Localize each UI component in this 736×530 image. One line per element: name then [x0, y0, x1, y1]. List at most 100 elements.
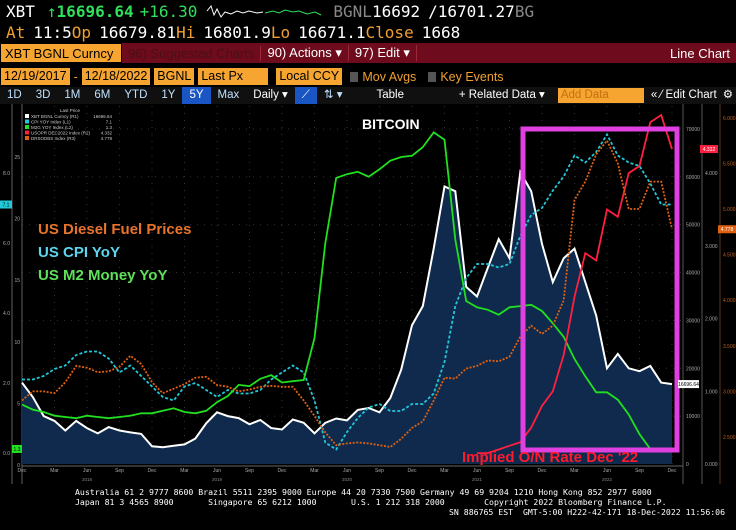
- legend-label: M2G YOY Index (L2): [31, 125, 73, 130]
- annotation-diesel: US Diesel Fuel Prices: [38, 221, 191, 238]
- bar-chart-icon[interactable]: ⇅ ▾: [323, 89, 343, 101]
- frequency-select[interactable]: Daily ▾: [253, 89, 288, 101]
- annotation-rate: Implied O/N Rate Dec '22: [462, 449, 638, 466]
- currency-select[interactable]: Local CCY: [276, 68, 343, 85]
- edit-menu[interactable]: 97) Edit ▾: [349, 45, 417, 61]
- r1-tick-label: 60000: [686, 175, 700, 181]
- annotation-bitcoin: BITCOIN: [362, 116, 420, 132]
- period-1y[interactable]: 1Y: [161, 89, 176, 101]
- r2-last-tag-bg: [700, 145, 718, 154]
- security-field[interactable]: XBT BGNL Curncy: [0, 43, 122, 63]
- suggested-charts-button[interactable]: 96) Suggested Charts: [122, 45, 262, 61]
- footer-contacts-1: Australia 61 2 9777 8600 Brazil 5511 239…: [75, 487, 652, 497]
- r3-tick-label: 5.500: [723, 161, 736, 167]
- field-select[interactable]: Last Px: [198, 68, 269, 85]
- x-tick-label: Jun: [213, 468, 221, 474]
- date-separator: -: [73, 69, 78, 84]
- legend-swatch: [25, 114, 29, 118]
- annotation-cpi: US CPI YoY: [38, 244, 120, 261]
- r1-tick-label: 40000: [686, 271, 700, 277]
- series-line-us-diesel: [21, 138, 673, 448]
- l1-last-tag: 7.1: [3, 203, 10, 209]
- start-date-field[interactable]: 12/19/2017: [1, 68, 70, 85]
- close-label: Close: [365, 23, 414, 42]
- table-button[interactable]: Table: [376, 89, 404, 101]
- x-year-label: 2022: [602, 477, 613, 482]
- gear-icon[interactable]: ⚙: [722, 89, 733, 101]
- legend-title: Last Price: [60, 108, 81, 113]
- mov-avgs-checkbox[interactable]: [350, 71, 359, 82]
- period-1d[interactable]: 1D: [7, 89, 22, 101]
- period-ytd[interactable]: YTD: [124, 89, 148, 101]
- l1-tick-label: 0.0: [3, 451, 10, 457]
- bid: 16692: [371, 2, 421, 21]
- r2-tick-label: 2.000: [705, 317, 718, 323]
- line-chart-icon[interactable]: ⟋: [294, 87, 317, 104]
- chart-area[interactable]: 0.0 2.0 4.0 6.0 8.0 0 5 10 15 20 25 0 10000 20000 3000…: [0, 104, 736, 488]
- r3-last-tag: 4.778: [721, 227, 734, 233]
- at-label: At: [6, 23, 26, 42]
- legend-swatch: [25, 119, 29, 124]
- chart-type-label: Line Chart: [670, 45, 730, 61]
- period-max[interactable]: Max: [217, 89, 240, 101]
- series-line-cpi-yoy: [22, 132, 672, 451]
- r3-tick-label: 6.000: [723, 116, 736, 122]
- r3-tick-label: 5.000: [723, 207, 736, 213]
- low-label: Lo: [270, 23, 291, 42]
- x-tick-label: Dec: [538, 468, 547, 474]
- source-field[interactable]: BGNL: [154, 68, 195, 85]
- high-value: 16801.9: [203, 23, 271, 42]
- x-tick-label: Sep: [505, 468, 514, 474]
- related-data-button[interactable]: + Related Data ▾: [458, 89, 545, 101]
- r2-tick-label: 0.000: [705, 462, 718, 468]
- legend-value: 16696.64: [93, 114, 112, 119]
- period-1m[interactable]: 1M: [64, 89, 81, 101]
- series-line-bitcoin: [21, 168, 673, 449]
- bitcoin-area-fill: [22, 172, 672, 464]
- l2-tick-label: 5: [17, 401, 20, 407]
- r2-tick-label: 1.000: [705, 389, 718, 395]
- x-tick-label: Jun: [603, 468, 611, 474]
- legend-value: 7.1: [106, 120, 113, 125]
- r3-tick-label: 3.000: [723, 389, 736, 395]
- l2-tick-label: 25: [14, 155, 20, 161]
- legend-label: XBT BGNL Curncy (R1): [31, 114, 79, 119]
- x-tick-label: Mar: [310, 468, 319, 474]
- key-events-label[interactable]: Key Events: [440, 69, 504, 84]
- mov-avgs-label[interactable]: Mov Avgs: [362, 69, 417, 84]
- r3-tick-label: 4.500: [723, 253, 736, 259]
- period-5y[interactable]: 5Y: [182, 87, 211, 104]
- edit-chart-button[interactable]: « ⁄ Edit Chart: [650, 89, 717, 101]
- footer-session: SN 886765 EST GMT-5:00 H222-42-171 18-De…: [449, 507, 726, 517]
- actions-menu[interactable]: 90) Actions ▾: [261, 45, 349, 61]
- l2-tick-label: 20: [14, 217, 20, 223]
- key-events-checkbox[interactable]: [428, 71, 437, 82]
- legend-swatch: [25, 130, 29, 135]
- x-tick-label: Sep: [375, 468, 384, 474]
- x-tick-label: Sep: [245, 468, 254, 474]
- end-date-field[interactable]: 12/18/2022: [81, 68, 151, 85]
- r1-tick-label: 30000: [686, 318, 700, 324]
- x-tick-label: Dec: [278, 468, 287, 474]
- l1-tick-label: 2.0: [3, 381, 10, 387]
- period-6m[interactable]: 6M: [94, 89, 111, 101]
- legend-value: 1.3: [106, 125, 113, 130]
- ohlc-line: At 11:5 Op 16679.81 Hi 16801.9 Lo 16671.…: [0, 22, 736, 43]
- x-tick-label: Dec: [148, 468, 157, 474]
- x-tick-label: Mar: [440, 468, 449, 474]
- add-data-input[interactable]: Add Data: [557, 88, 644, 103]
- period-3d[interactable]: 3D: [35, 89, 51, 101]
- r1-last-tag-bg: [678, 380, 699, 389]
- l2-last-tag: 1.3: [14, 447, 21, 453]
- x-year-label: 2021: [472, 477, 483, 482]
- r1-last-tag: 16696.64: [678, 382, 699, 388]
- quote-line: XBT ↑ 16696.64 +16.30 BGNL 16692 /16701.…: [0, 1, 736, 22]
- r3-last-tag-bg: [718, 225, 736, 234]
- legend-swatch: [25, 136, 29, 140]
- l2-tick-label: 15: [14, 278, 20, 284]
- x-tick-label: Sep: [115, 468, 124, 474]
- high-label: Hi: [176, 23, 196, 42]
- period-bar: 1D 3D 1M 6M YTD 1Y 5Y Max Daily ▾ ⟋ ⇅ ▾ Table +…: [0, 87, 736, 104]
- r1-tick-label: 70000: [686, 127, 700, 133]
- x-tick-label: Jun: [473, 468, 481, 474]
